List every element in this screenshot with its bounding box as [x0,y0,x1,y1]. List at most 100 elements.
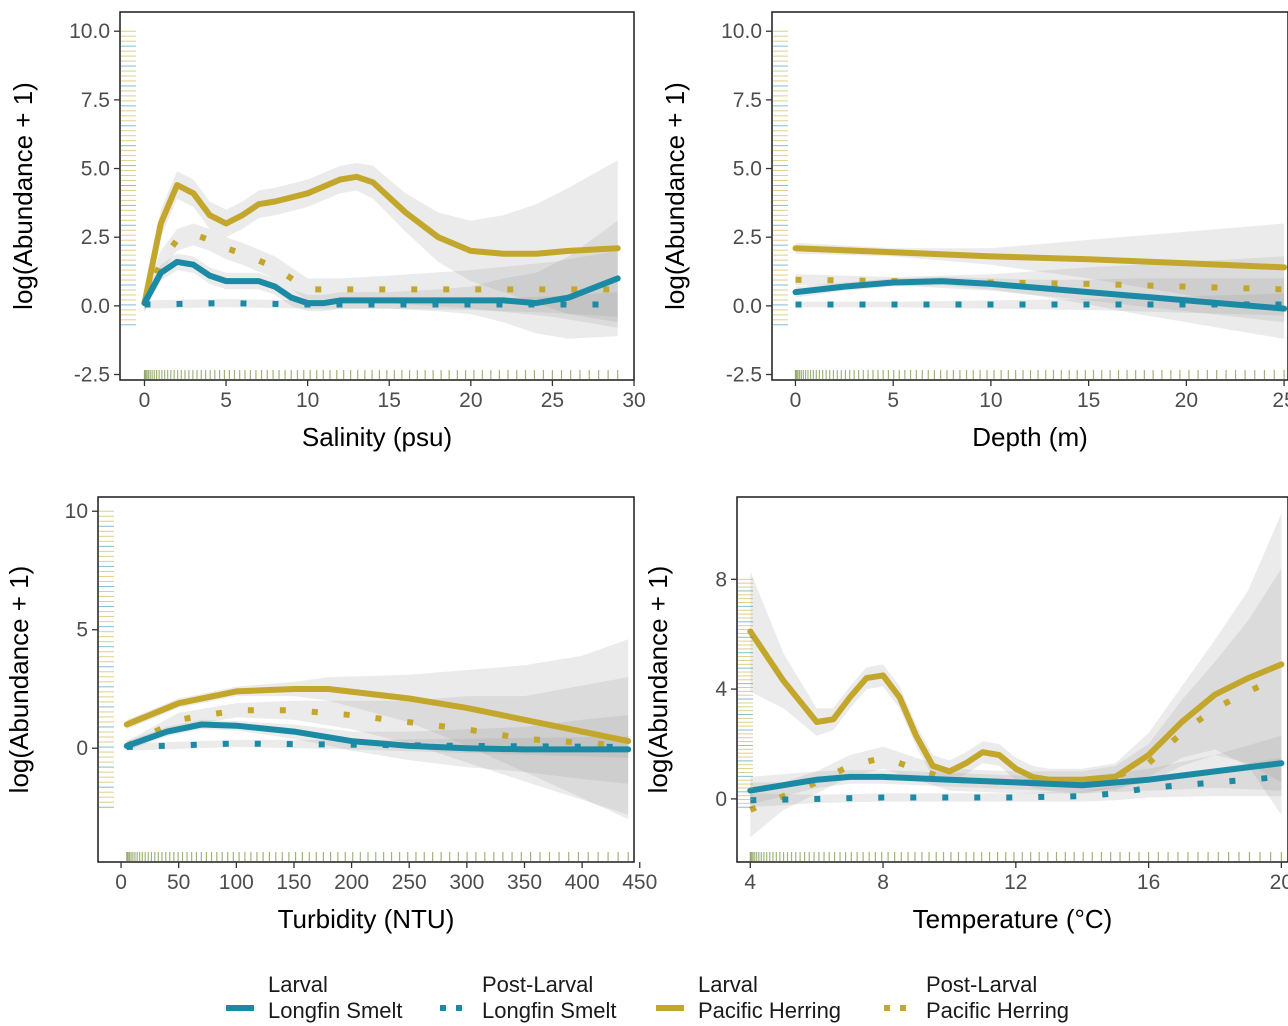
series-line-larval-pacific-herring [792,245,1288,271]
x-tick-label: 0 [790,389,802,412]
series-line-larval-longfin-smelt [792,278,1288,312]
y-tick-label: 5.0 [81,158,110,181]
panel-border [97,496,635,863]
y-tick-label: -2.5 [726,364,762,387]
plot-area [123,639,632,820]
y-tick-label: 10.0 [69,20,110,43]
x-tick-label: 8 [877,871,889,894]
legend-item-larval-longfin-smelt: Larval Longfin Smelt [226,972,403,1023]
ribbon-larval-longfin-smelt [144,220,618,339]
x-tick-label: 350 [507,871,542,894]
legend-species-larval-pacific-herring: Pacific Herring [698,998,841,1023]
x-tick-label: 250 [392,871,427,894]
legend-stage-larval-longfin-smelt: Larval [268,972,328,997]
x-tick-label: 12 [1004,871,1027,894]
y-axis-title: log(Abundance + 1) [8,82,38,310]
legend-item-post-larval-longfin-smelt: Post-Larval Longfin Smelt [440,972,617,1023]
legend-stage-post-larval-longfin-smelt: Post-Larval [482,972,593,997]
y-axis-title: log(Abundance + 1) [643,566,673,794]
x-tick-label: 0 [115,871,127,894]
series-line-larval-longfin-smelt [141,258,621,307]
x-tick-label: 50 [167,871,190,894]
ribbon-larval-pacific-herring [795,223,1285,312]
y-tick-label: 5.0 [733,158,762,181]
x-tick-label: 200 [334,871,369,894]
legend-stage-post-larval-pacific-herring: Post-Larval [926,972,1037,997]
legend: Larval Longfin Smelt Post-Larval Longfin… [226,972,1069,1023]
panel-1: 0 5 10 15 20 25 30 -2.5 0.0 2.5 5.0 7.5 10.0 Salinity… [8,11,646,452]
panel-border [119,11,635,381]
series-line-post-larval-longfin-smelt [126,740,629,750]
rug-y [738,578,753,808]
y-tick-label: 8 [715,568,727,591]
panel-2: 0 5 10 15 20 25 -2.5 0.0 2.5 5.0 7.5 10.0 Depth (m) l… [660,11,1288,452]
y-tick-label: 10.0 [721,20,762,43]
x-tick-label: 16 [1137,871,1160,894]
x-tick-label: 20 [459,389,482,412]
ribbon-larval-pacific-herring [750,513,1282,816]
y-tick-label: 10 [65,500,88,523]
x-tick-label: 20 [1175,389,1198,412]
rug-x [794,370,1285,379]
x-tick-label: 10 [979,389,1002,412]
x-axis-title: Salinity (psu) [302,422,452,452]
ribbon-larval-longfin-smelt [795,277,1285,339]
series-line-larval-pacific-herring [747,628,1285,783]
rug-y [99,510,114,808]
x-tick-label: 30 [622,389,645,412]
rug-x [143,370,619,379]
x-tick-label: 15 [378,389,401,412]
series-line-larval-longfin-smelt [747,760,1285,794]
y-tick-label: 0.0 [81,295,110,318]
x-tick-label: 150 [276,871,311,894]
y-tick-label: 0.0 [733,295,762,318]
series-line-post-larval-longfin-smelt [750,773,1282,804]
rug-x [749,852,1282,861]
x-tick-label: 400 [565,871,600,894]
x-tick-label: 25 [1272,389,1288,412]
series-line-larval-pacific-herring [141,173,621,307]
rug-x [126,852,629,861]
x-tick-label: 5 [220,389,232,412]
legend-stage-larval-pacific-herring: Larval [698,972,758,997]
y-tick-label: 2.5 [733,226,762,249]
y-tick-label: -2.5 [74,364,110,387]
y-tick-label: 5 [76,619,88,642]
panel-border [771,11,1288,381]
x-tick-label: 100 [219,871,254,894]
x-axis-title: Turbidity (NTU) [278,904,455,934]
x-tick-label: 25 [541,389,564,412]
legend-item-post-larval-pacific-herring: Post-Larval Pacific Herring [884,972,1069,1023]
y-tick-label: 7.5 [81,89,110,112]
x-tick-label: 20 [1270,871,1288,894]
legend-item-larval-pacific-herring: Larval Pacific Herring [656,972,841,1023]
y-axis-title: log(Abundance + 1) [660,82,690,310]
x-tick-label: 4 [744,871,756,894]
y-tick-label: 2.5 [81,226,110,249]
ribbon-post-larval-longfin-smelt [126,736,629,758]
x-tick-label: 10 [296,389,319,412]
series-line-post-larval-pacific-herring [125,707,629,749]
y-tick-label: 4 [715,678,727,701]
plot-area [792,223,1288,339]
rug-y [121,30,136,326]
legend-species-post-larval-longfin-smelt: Longfin Smelt [482,998,617,1023]
x-tick-label: 0 [139,389,151,412]
y-tick-label: 0 [715,788,727,811]
ribbon-post-larval-pacific-herring [750,568,1282,838]
x-tick-label: 300 [449,871,484,894]
legend-species-larval-longfin-smelt: Longfin Smelt [268,998,403,1023]
plot-area [141,160,621,339]
panel-3: 0 50 100 150 200 250 300 350 400 450 0 5 10 Turbidity… [4,496,657,934]
x-tick-label: 5 [887,389,899,412]
plot-area [747,513,1285,838]
panel-border [736,496,1288,863]
series-line-larval-pacific-herring [123,686,632,745]
x-axis-title: Depth (m) [972,422,1088,452]
y-tick-label: 7.5 [733,89,762,112]
legend-species-post-larval-pacific-herring: Pacific Herring [926,998,1069,1023]
x-tick-label: 450 [622,871,657,894]
y-axis-title: log(Abundance + 1) [4,566,34,794]
panel-4: 4 8 12 16 20 0 4 8 Temperature (°C) log(Abundance… [643,496,1288,934]
